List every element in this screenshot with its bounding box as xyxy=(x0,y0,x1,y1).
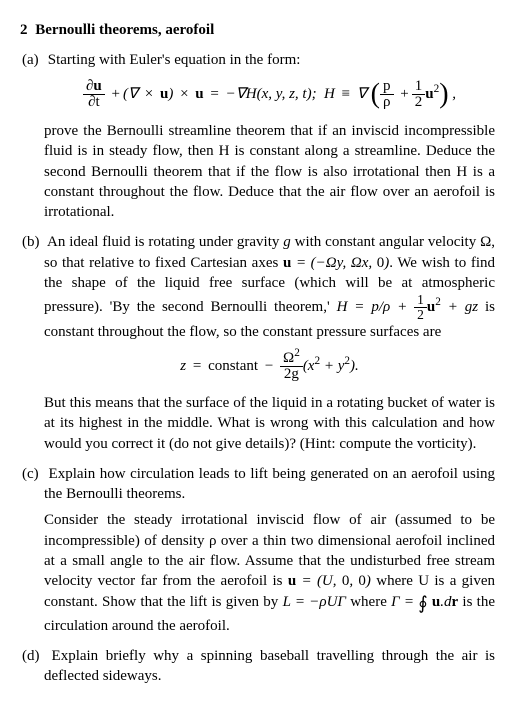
heading-title: Bernoulli theorems, aerofoil xyxy=(35,22,214,38)
part-d: (d) Explain briefly why a spinning baseb… xyxy=(44,646,495,687)
section-heading: 2 Bernoulli theorems, aerofoil xyxy=(20,20,495,40)
heading-number: 2 xyxy=(20,22,28,38)
part-a-label: (a) xyxy=(22,50,44,70)
part-d-label: (d) xyxy=(22,646,44,666)
part-d-text: Explain briefly why a spinning baseball … xyxy=(44,648,495,684)
part-b-text-2: But this means that the surface of the l… xyxy=(44,395,495,452)
part-a: (a) Starting with Euler's equation in th… xyxy=(44,50,495,222)
part-c-label: (c) xyxy=(22,464,44,484)
equation-surface: z = constant − Ω22g(x2 + y2). xyxy=(44,351,495,384)
part-c-text-1: Explain how circulation leads to lift be… xyxy=(44,466,495,502)
equation-euler: ∂u∂t +(∇ × u) × u = −∇H(x, y, z, t); H ≡… xyxy=(44,79,495,112)
part-b: (b) An ideal fluid is rotating under gra… xyxy=(44,232,495,454)
part-a-body: prove the Bernoulli streamline theorem t… xyxy=(44,123,495,220)
part-c: (c) Explain how circulation leads to lif… xyxy=(44,464,495,636)
part-b-text-1a: An ideal fluid is rotating under gravity xyxy=(47,234,283,250)
part-a-intro: Starting with Euler's equation in the fo… xyxy=(48,52,301,68)
part-c-text-2c: where xyxy=(346,594,391,610)
part-b-label: (b) xyxy=(22,232,44,252)
